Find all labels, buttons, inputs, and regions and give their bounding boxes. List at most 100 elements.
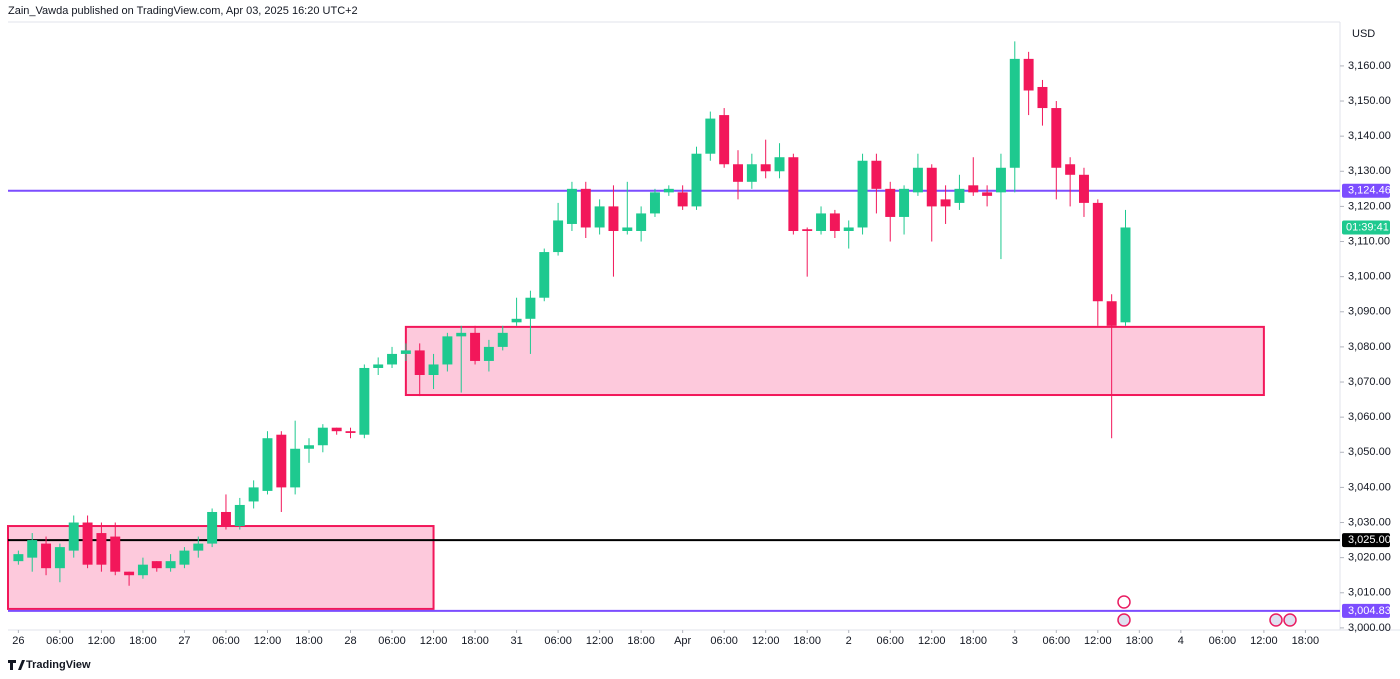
x-tick-label: 18:00 [627, 635, 655, 647]
candle-body [857, 160, 868, 228]
candle-body [27, 540, 38, 558]
candle-body [774, 157, 785, 172]
candle-body [262, 438, 273, 491]
candle-body [926, 167, 937, 207]
candle-body [54, 547, 65, 569]
y-tick-label: 3,120.00 [1348, 200, 1391, 212]
x-tick-label: 12:00 [88, 635, 116, 647]
price-tag-label: 3,124.46 [1348, 185, 1391, 197]
y-tick-label: 3,130.00 [1348, 165, 1391, 177]
candle-body [331, 427, 342, 432]
x-tick-label: 3 [1012, 635, 1018, 647]
y-tick-label: 3,030.00 [1348, 516, 1391, 528]
price-tag [1342, 183, 1390, 198]
candle-body [179, 550, 190, 565]
candle-body [663, 188, 674, 193]
x-tick-label: 12:00 [1084, 635, 1112, 647]
timer-label: 01:39:41 [1346, 221, 1389, 233]
price-tag [1342, 533, 1390, 548]
candle-body [1037, 86, 1048, 109]
candle-body [1023, 58, 1034, 91]
x-tick-label: 28 [344, 635, 356, 647]
x-tick-label: 06:00 [1043, 635, 1071, 647]
candle-body [373, 364, 384, 368]
x-tick-label: 2 [846, 635, 852, 647]
candle-body [912, 167, 923, 193]
candle-body [1065, 164, 1076, 175]
candle-body [636, 213, 647, 231]
x-tick-label: 31 [510, 635, 522, 647]
candle-body [110, 536, 121, 572]
y-tick-label: 3,080.00 [1348, 341, 1391, 353]
candle-body [124, 571, 135, 576]
y-tick-label: 3,050.00 [1348, 446, 1391, 458]
candle-body [96, 533, 107, 565]
candle-body [968, 185, 979, 193]
candle-body [1120, 227, 1131, 323]
candle-body [553, 220, 564, 253]
candle-body [1051, 108, 1062, 168]
candle-body [317, 427, 328, 446]
zone [404, 325, 1265, 397]
x-tick-label: 27 [178, 635, 190, 647]
x-tick-label: Apr [674, 635, 691, 647]
y-tick-label: 3,060.00 [1348, 411, 1391, 423]
candle-body [691, 153, 702, 207]
candle-body [13, 554, 24, 562]
y-tick-label: 3,090.00 [1348, 306, 1391, 318]
candle-body [719, 115, 730, 165]
x-tick-label: 18:00 [1292, 635, 1320, 647]
candle-body [649, 192, 660, 214]
candle-body [525, 297, 536, 319]
candle-body [899, 188, 910, 217]
candle-body [276, 434, 287, 488]
candle-body [470, 332, 481, 361]
candle-body [511, 318, 522, 323]
candle-body [843, 227, 854, 231]
candle-body [954, 188, 965, 203]
x-tick-label: 18:00 [960, 635, 988, 647]
x-tick-label: 12:00 [420, 635, 448, 647]
x-tick-label: 18:00 [461, 635, 489, 647]
candle-body [400, 350, 411, 354]
candle-body [414, 350, 425, 375]
candle-body [539, 252, 550, 298]
candle-body [1106, 301, 1117, 326]
x-tick-label: 12:00 [1250, 635, 1278, 647]
candle-body [995, 167, 1006, 193]
x-tick-label: 18:00 [793, 635, 821, 647]
x-tick-label: 12:00 [586, 635, 614, 647]
candle-body [580, 188, 591, 228]
y-tick-label: 3,110.00 [1348, 235, 1390, 247]
candle-body [733, 164, 743, 182]
y-tick-label: 3,000.00 [1348, 622, 1391, 634]
candle-body [220, 511, 231, 527]
x-tick-label: 06:00 [212, 635, 240, 647]
candle-body [677, 192, 688, 207]
candle-body [1009, 58, 1020, 168]
candle-body [68, 522, 79, 551]
candle-body [483, 346, 494, 361]
candle-body [746, 164, 757, 182]
event-icons [1117, 595, 1297, 627]
y-tick-label: 3,020.00 [1348, 552, 1391, 564]
y-tick-label: 3,160.00 [1348, 60, 1391, 72]
candle-body [594, 206, 605, 228]
candle-body [248, 487, 259, 502]
x-tick-label: 18:00 [1126, 635, 1154, 647]
candle-body [345, 431, 356, 433]
x-tick-label: 4 [1178, 635, 1184, 647]
x-tick-label: 12:00 [918, 635, 946, 647]
candle-body [442, 336, 453, 365]
y-tick-label: 3,140.00 [1348, 130, 1391, 142]
candle-body [428, 364, 439, 375]
y-tick-label: 3,010.00 [1348, 587, 1391, 599]
price-tag [1342, 603, 1390, 618]
candle-body [705, 118, 716, 154]
candle-body [1092, 202, 1103, 302]
candle-body [137, 564, 148, 576]
timer-tag [1342, 220, 1390, 235]
x-tick-label: 12:00 [254, 635, 282, 647]
candle-body [622, 227, 633, 231]
